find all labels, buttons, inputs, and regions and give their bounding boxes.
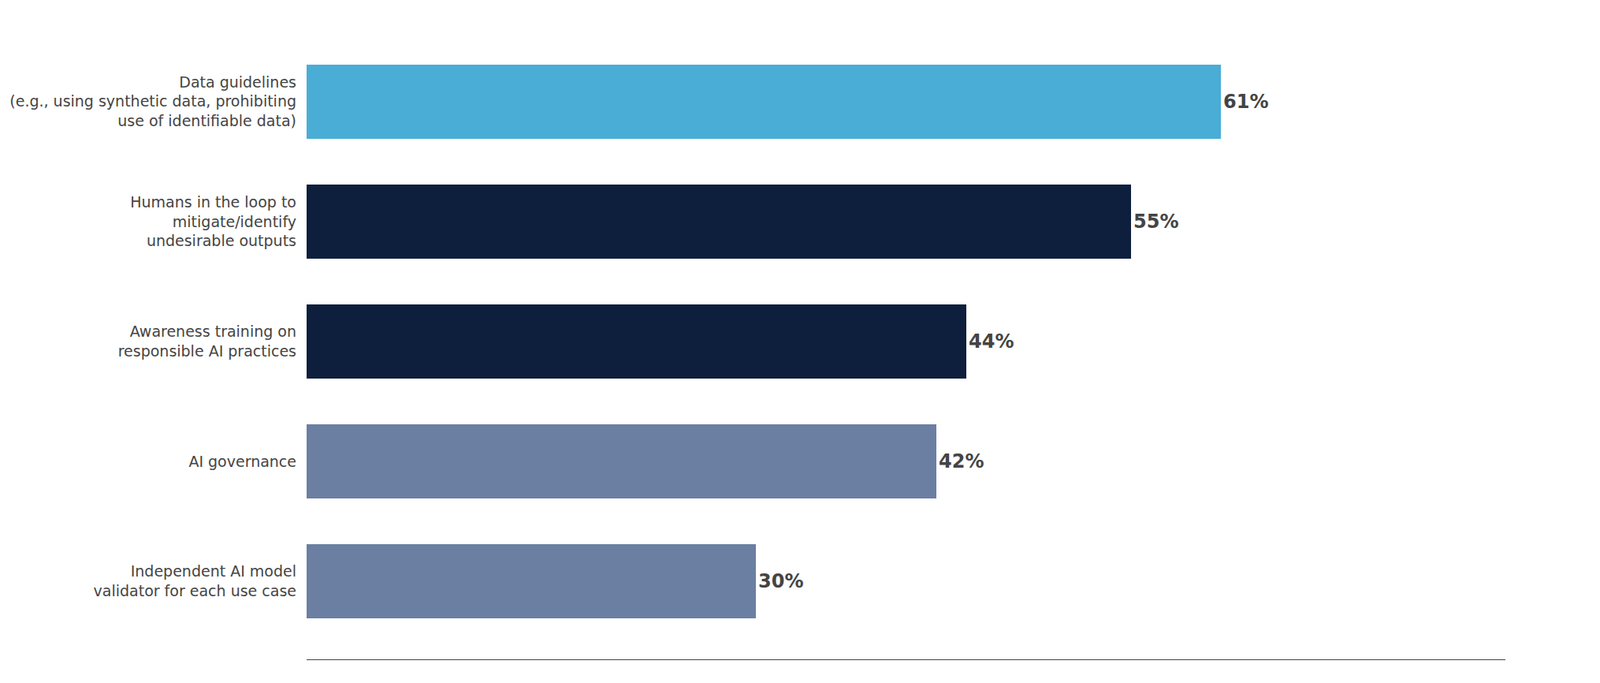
svg-text:44%: 44% <box>968 330 1014 353</box>
svg-text:30%: 30% <box>758 569 804 592</box>
svg-text:Independent AI modelvalidator: Independent AI modelvalidator for each u… <box>93 561 297 600</box>
svg-text:Humans in the loop tomitigate/: Humans in the loop tomitigate/identifyun… <box>130 193 297 250</box>
svg-text:42%: 42% <box>938 450 984 473</box>
svg-text:61%: 61% <box>1223 90 1269 113</box>
svg-text:AI governance: AI governance <box>188 452 297 470</box>
svg-text:Data guidelines(e.g., using sy: Data guidelines(e.g., using synthetic da… <box>9 73 297 130</box>
svg-text:55%: 55% <box>1133 210 1179 233</box>
svg-text:Awareness training onresponsib: Awareness training onresponsible AI prac… <box>118 322 297 360</box>
